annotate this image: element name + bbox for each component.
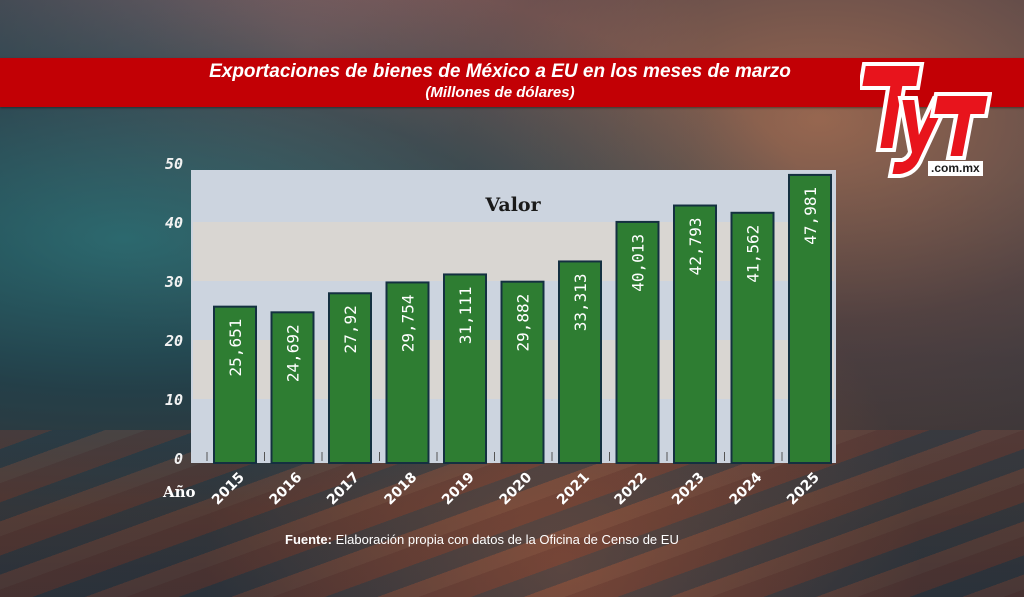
- bar-value-label: 27,92: [341, 305, 360, 353]
- bar-value-label: 29,882: [514, 294, 533, 352]
- bar-value-label: 24,692: [284, 324, 303, 382]
- chart-subtitle: (Millones de dólares): [425, 84, 575, 101]
- bar-value-label: 29,754: [399, 294, 418, 352]
- bar-2017: [328, 292, 372, 464]
- bar-value-label: 47,981: [801, 187, 820, 245]
- bar-value-label: 42,793: [686, 218, 705, 276]
- source-text: Elaboración propia con datos de la Ofici…: [331, 532, 679, 547]
- x-tick-label: 2021: [554, 470, 593, 509]
- chart-main-title: Exportaciones de bienes de México a EU e…: [209, 61, 791, 82]
- bar-value-label: 40,013: [629, 234, 648, 292]
- x-tick-label: 2017: [324, 470, 363, 509]
- y-tick-label: 40: [165, 214, 183, 232]
- bar-value-label: 31,111: [456, 286, 475, 344]
- title-banner: [0, 58, 1024, 107]
- bar-2015: [213, 305, 257, 464]
- y-tick-label: 0: [174, 450, 183, 468]
- bar-2025: [788, 173, 832, 464]
- x-axis-label: Año: [162, 483, 196, 501]
- bar-2022: [615, 220, 660, 464]
- bar-2016: [270, 311, 315, 464]
- source-label: Fuente:: [285, 532, 332, 547]
- x-tick-label: 2025: [784, 470, 823, 509]
- bar-value-label: 25,651: [226, 319, 245, 377]
- y-tick-label: 30: [164, 273, 183, 291]
- x-tick-label: 2020: [496, 469, 535, 508]
- tyt-logo: [860, 62, 992, 178]
- x-tick-label: 2024: [726, 469, 765, 508]
- bar-2018: [385, 281, 430, 464]
- x-tick-label: 2015: [209, 470, 248, 509]
- logo-domain: .com.mx: [928, 161, 983, 176]
- bar-value-label: 41,562: [744, 225, 763, 283]
- x-tick-label: 2016: [266, 470, 305, 509]
- bar-2024: [730, 211, 775, 464]
- x-tick-label: 2019: [439, 470, 478, 509]
- y-tick-label: 20: [164, 332, 183, 350]
- y-tick-label: 10: [165, 391, 183, 409]
- y-tick-label: 50: [165, 155, 183, 173]
- source-note: Fuente: Elaboración propia con datos de …: [285, 532, 679, 547]
- x-tick-label: 2018: [381, 470, 420, 509]
- chart-title: Valor: [484, 194, 541, 216]
- x-tick-label: 2023: [669, 470, 708, 509]
- bar-2020: [500, 280, 545, 464]
- bar-2021: [558, 260, 602, 465]
- x-tick-label: 2022: [611, 470, 650, 509]
- bar-2019: [443, 273, 487, 464]
- chart-band: [193, 172, 834, 222]
- bar-2023: [673, 204, 717, 464]
- bar-value-label: 33,313: [571, 273, 590, 331]
- chart-band: [193, 222, 834, 281]
